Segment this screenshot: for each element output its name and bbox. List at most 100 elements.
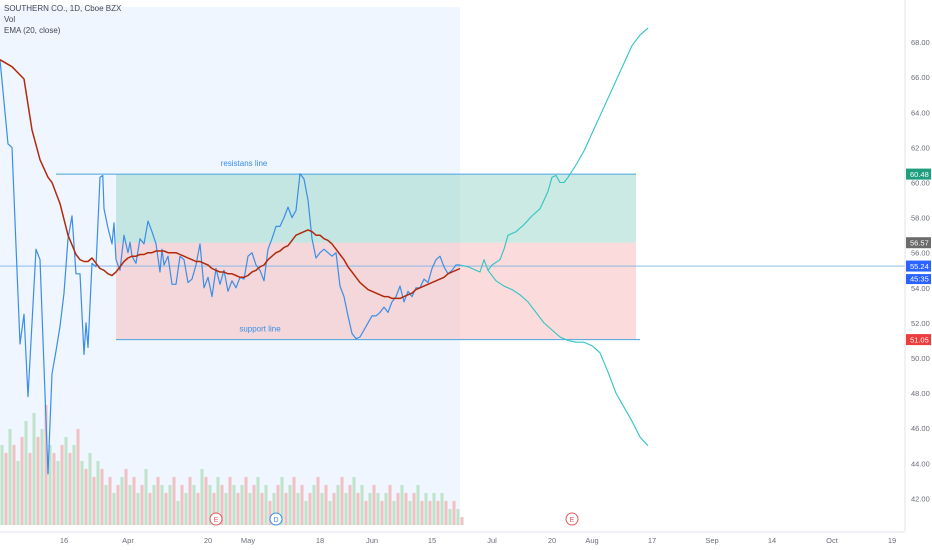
time-axis-tick: 17 (648, 536, 656, 545)
volume-bar (396, 493, 400, 525)
volume-bar (320, 493, 324, 525)
volume-bar (116, 485, 120, 525)
volume-bar (428, 501, 432, 525)
volume-bar (236, 493, 240, 525)
time-axis-tick: Apr (122, 536, 134, 545)
volume-bar (112, 493, 116, 525)
volume-bar (0, 445, 4, 525)
volume-bar (384, 493, 388, 525)
event-marker (209, 512, 223, 526)
event-marker (565, 512, 579, 526)
volume-bar (156, 477, 160, 525)
price-axis-tick: 50.00 (911, 354, 930, 363)
volume-bar (136, 493, 140, 525)
volume-bar (40, 429, 44, 525)
volume-bar (28, 453, 32, 525)
resistance-price-badge: 60.48 (910, 170, 929, 179)
time-axis-tick: Oct (826, 536, 839, 545)
volume-bar (208, 485, 212, 525)
volume-bar (32, 413, 36, 525)
price-axis-tick: 62.00 (911, 143, 930, 152)
price-axis-tick: 64.00 (911, 108, 930, 117)
volume-bar (152, 485, 156, 525)
volume-bar (204, 477, 208, 525)
price-axis-tick: 44.00 (911, 459, 930, 468)
volume-bar (24, 421, 28, 525)
volume-bar (248, 493, 252, 525)
price-axis-tick: 54.00 (911, 284, 930, 293)
volume-bar (88, 453, 92, 525)
time-axis-tick: May (241, 536, 255, 545)
volume-bar (164, 493, 168, 525)
support-line-label: support line (239, 325, 281, 334)
event-marker-label: E (570, 517, 575, 524)
volume-bar (412, 493, 416, 525)
volume-bar (284, 493, 288, 525)
volume-bar (196, 493, 200, 525)
target-price-badge: 56.57 (910, 239, 929, 248)
volume-bar (372, 485, 376, 525)
volume-bar (192, 485, 196, 525)
volume-bar (440, 493, 444, 525)
time-axis-tick: 15 (428, 536, 436, 545)
volume-bar (100, 469, 104, 525)
volume-bar (188, 477, 192, 525)
volume-bar (352, 477, 356, 525)
price-line (0, 59, 460, 475)
volume-bar (184, 493, 188, 525)
symbol-label: SOUTHERN CO., 1D, Cboe BZX (4, 4, 122, 13)
volume-bar (180, 485, 184, 525)
time-axis-tick: 16 (60, 536, 68, 545)
volume-bar (96, 461, 100, 525)
volume-bar (324, 485, 328, 525)
price-axis-tick: 58.00 (911, 214, 930, 223)
volume-bar (368, 493, 372, 525)
volume-bar (56, 461, 60, 525)
volume-bar (268, 501, 272, 525)
support-zone (116, 242, 636, 340)
price-axis-tick: 46.00 (911, 424, 930, 433)
price-axis-tick: 66.00 (911, 73, 930, 82)
volume-bar (244, 477, 248, 525)
volume-bar (344, 493, 348, 525)
volume-bar (200, 469, 204, 525)
price-axis-tick: 52.00 (911, 319, 930, 328)
support-price-badge-box (906, 334, 931, 346)
volume-bar (256, 477, 260, 525)
volume-bar (408, 501, 412, 525)
event-marker-label: D (273, 517, 278, 524)
volume-bar (212, 493, 216, 525)
volume-bar (140, 485, 144, 525)
volume-bar (436, 501, 440, 525)
time-axis-tick: 14 (768, 536, 776, 545)
current-price-badge: 55.24 (910, 262, 929, 271)
volume-bar (364, 501, 368, 525)
volume-bar (432, 493, 436, 525)
volume-bar (420, 501, 424, 525)
volume-bar (340, 477, 344, 525)
volume-bar (12, 445, 16, 525)
volume-bar (60, 445, 64, 525)
projection-up-line (459, 27, 649, 273)
volume-bar (84, 469, 88, 525)
time-axis-tick: 19 (888, 536, 896, 545)
volume-bar (276, 485, 280, 525)
time-axis-tick: Aug (585, 536, 598, 545)
volume-bar (328, 501, 332, 525)
current-price-badge-box (906, 260, 931, 272)
volume-bar (272, 493, 276, 525)
support-price-badge: 51.05 (910, 336, 929, 345)
volume-bar (400, 485, 404, 525)
volume-bar (360, 485, 364, 525)
time-axis-tick: Jun (366, 536, 378, 545)
volume-bar (80, 461, 84, 525)
volume-bar (16, 461, 20, 525)
target-price-badge-box (906, 237, 931, 249)
chart-legend: SOUTHERN CO., 1D, Cboe BZX Vol EMA (20, … (4, 3, 121, 36)
volume-bar (404, 493, 408, 525)
volume-bar (172, 477, 176, 525)
volume-bar (296, 493, 300, 525)
volume-bar (348, 485, 352, 525)
volume-bar (380, 501, 384, 525)
